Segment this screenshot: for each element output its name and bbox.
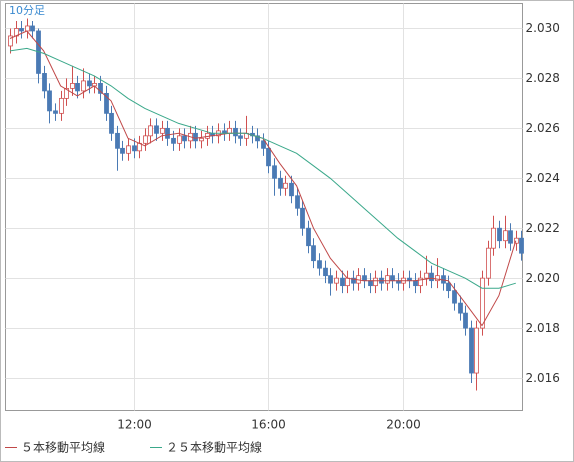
candle-body (295, 195, 300, 209)
candle-body (311, 245, 316, 262)
candle-body (340, 277, 345, 287)
candle-body (429, 272, 434, 282)
candle-body (233, 127, 238, 137)
candle-body (446, 282, 451, 292)
candle-body (177, 135, 182, 144)
y-tick-label: 2.022 (526, 221, 560, 235)
candle-body (283, 182, 288, 189)
candle-body (109, 112, 114, 134)
moving-average-line (9, 47, 516, 289)
candle-body (323, 267, 328, 277)
candle-body (8, 35, 13, 47)
candle-body (165, 127, 170, 139)
candle-body (435, 275, 440, 282)
candle-body (491, 227, 496, 249)
candle-body (289, 182, 294, 197)
candle-body (182, 135, 187, 142)
candle-body (87, 80, 92, 87)
candle-body (519, 237, 524, 254)
candle-body (418, 277, 423, 287)
candle-body (47, 90, 52, 112)
candle-body (362, 275, 367, 282)
y-tick-label: 2.026 (526, 121, 560, 135)
candle-body (306, 227, 311, 247)
candle-body (53, 110, 58, 114)
candle-body (115, 132, 120, 149)
candle-body (486, 247, 491, 279)
candle-body (81, 80, 86, 92)
legend: ５本移動平均線 ２５本移動平均線 (5, 440, 262, 455)
y-tick-label: 2.024 (526, 171, 560, 185)
y-tick-label: 2.018 (526, 321, 560, 335)
candle-body (98, 83, 103, 94)
marks (8, 18, 524, 391)
candle-body (143, 135, 148, 144)
y-tick-label: 2.020 (526, 271, 560, 285)
candle-body (373, 277, 378, 287)
candle-body (75, 83, 80, 92)
candle-body (368, 280, 373, 287)
candle-body (238, 135, 243, 139)
y-tick-label: 2.030 (526, 21, 560, 35)
candle-body (126, 145, 131, 154)
candle-body (64, 87, 69, 99)
candle-body (334, 277, 339, 284)
legend-label: ５本移動平均線 (21, 440, 105, 455)
candle-body (424, 272, 429, 279)
candle-body (120, 147, 125, 154)
candle-body (171, 137, 176, 144)
candle-body (160, 127, 165, 134)
grid (5, 3, 523, 411)
candle-body (469, 327, 474, 374)
candle-body (25, 25, 30, 32)
candle-body (104, 92, 109, 114)
candle-body (19, 28, 24, 32)
candle-body (390, 275, 395, 282)
candle-body (508, 230, 513, 244)
candle-body (154, 125, 159, 134)
candle-body (278, 177, 283, 189)
candle-body (345, 277, 350, 287)
candle-body (480, 277, 485, 329)
candle-body (261, 140, 266, 149)
candle-body (385, 275, 390, 284)
x-tick-label: 16:00 (251, 418, 286, 432)
candle-body (328, 275, 333, 284)
y-tick-label: 2.016 (526, 371, 560, 385)
legend-label: ２５本移動平均線 (166, 440, 262, 455)
candle-body (266, 147, 271, 167)
x-tick-label: 12:00 (117, 418, 152, 432)
candle-body (463, 312, 468, 329)
candle-body (148, 125, 153, 137)
candle-body (255, 135, 260, 142)
chart-label: 10分足 (9, 4, 45, 17)
candle-body (413, 280, 418, 287)
candle-body (59, 97, 64, 114)
candle-body (503, 230, 508, 242)
candle-body (193, 132, 198, 142)
candle-body (199, 137, 204, 142)
candle-body (458, 302, 463, 314)
candle-body (300, 207, 305, 229)
candle-body (514, 237, 519, 244)
candle-body (452, 290, 457, 304)
candle-body (227, 127, 232, 134)
candle-body (351, 277, 356, 284)
candle-body (474, 327, 479, 374)
candle-body (317, 260, 322, 269)
x-tick-label: 20:00 (386, 418, 421, 432)
plot-area (5, 3, 523, 411)
candle-body (497, 227, 502, 242)
candle-body (272, 165, 277, 179)
candle-body (30, 25, 35, 32)
candle-body (42, 73, 47, 92)
candle-body (132, 145, 137, 152)
candle-body (70, 83, 75, 89)
y-tick-label: 2.028 (526, 71, 560, 85)
